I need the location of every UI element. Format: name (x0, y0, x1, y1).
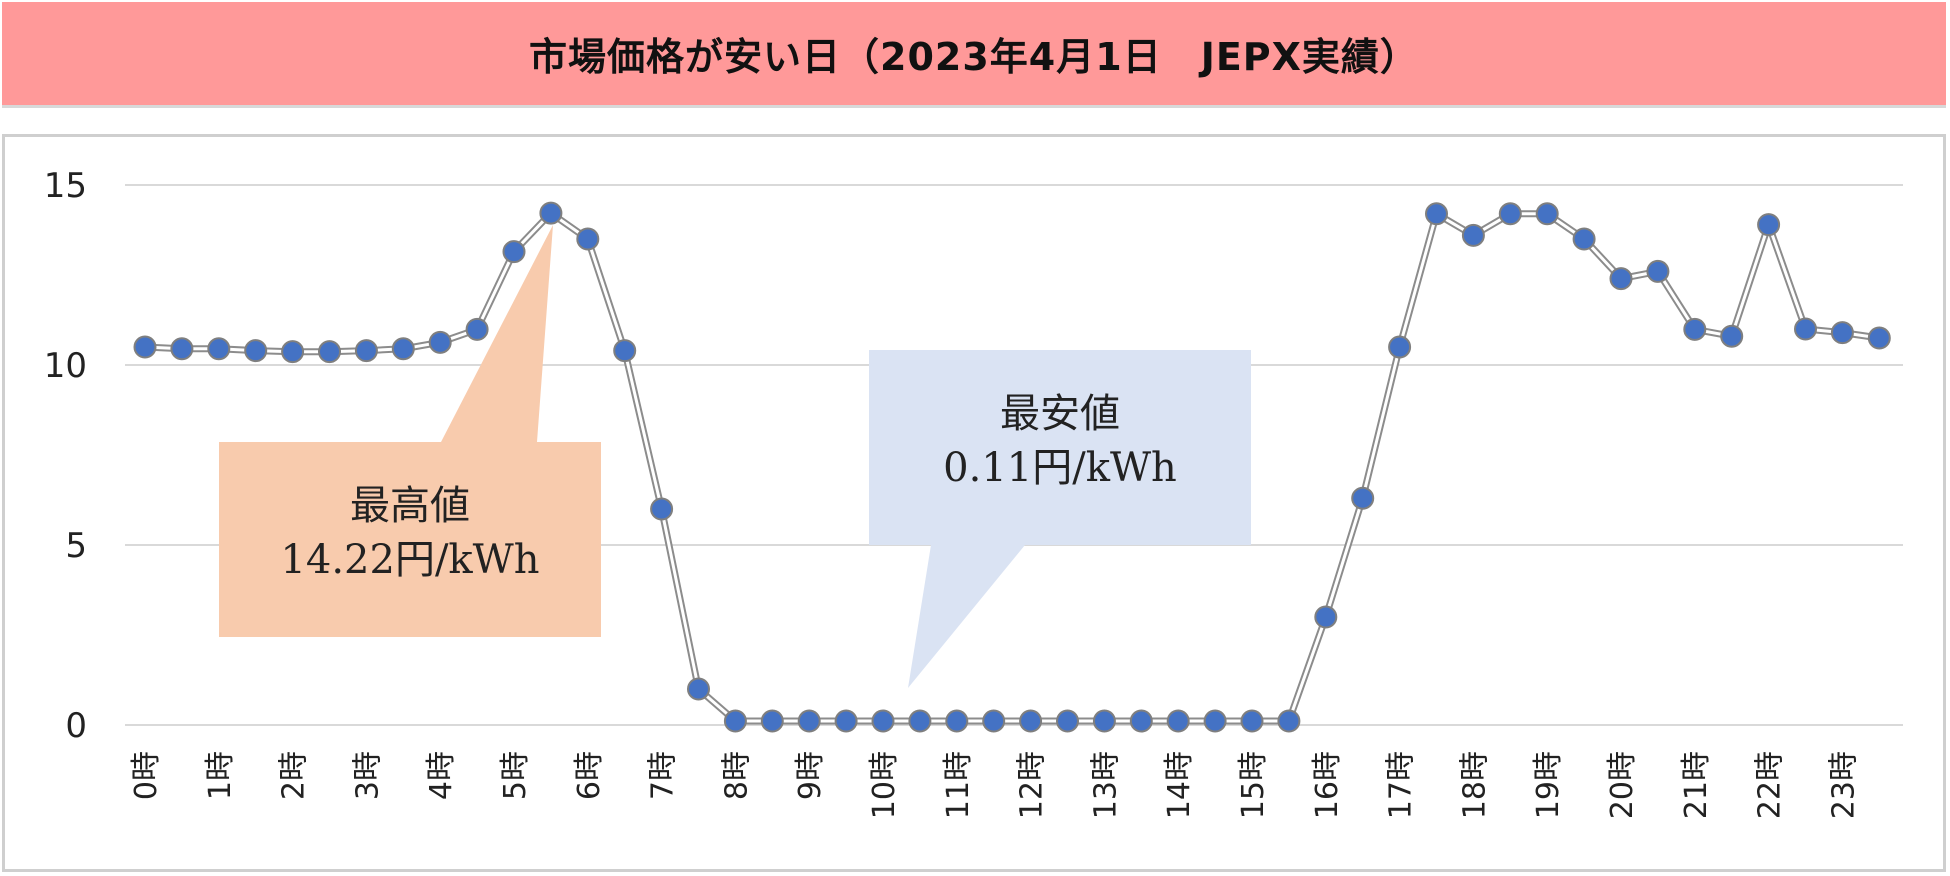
x-tick-label: 8時 (719, 751, 754, 800)
callouts: 最高値 14.22円/kWh 最安値 0.11円/kWh (219, 225, 1251, 688)
data-point (281, 340, 305, 364)
data-point (1166, 709, 1190, 733)
data-point (1092, 709, 1116, 733)
x-tick-label: 10時 (867, 751, 902, 819)
data-point (613, 339, 637, 363)
data-point (465, 317, 489, 341)
data-point (650, 497, 674, 521)
min-callout-box (869, 350, 1251, 688)
data-point (133, 335, 157, 359)
x-tick-label: 7時 (646, 751, 681, 800)
x-tick-label: 20時 (1605, 751, 1640, 819)
data-point (1240, 709, 1264, 733)
x-tick-label: 21時 (1679, 751, 1714, 819)
data-point (1757, 213, 1781, 237)
x-tick-label: 2時 (277, 751, 312, 800)
x-tick-label: 17時 (1384, 751, 1419, 819)
data-point (1683, 317, 1707, 341)
max-callout-value: 14.22円/kWh (280, 537, 539, 583)
max-callout-box (219, 225, 601, 637)
data-point (1277, 709, 1301, 733)
data-point (1572, 227, 1596, 251)
data-point (797, 709, 821, 733)
data-point (207, 337, 231, 361)
data-point (1314, 605, 1338, 629)
data-point (982, 709, 1006, 733)
x-tick-label: 9時 (793, 751, 828, 800)
data-point (1019, 709, 1043, 733)
data-point (945, 709, 969, 733)
y-tick-label: 5 (65, 526, 87, 566)
data-point (170, 337, 194, 361)
y-tick-label: 10 (44, 346, 87, 386)
data-point (723, 709, 747, 733)
x-tick-label: 4時 (424, 751, 459, 800)
data-point (428, 330, 452, 354)
x-tick-label: 16時 (1310, 751, 1345, 819)
x-tick-label: 12時 (1015, 751, 1050, 819)
x-tick-label: 11時 (941, 751, 976, 819)
x-tick-label: 22時 (1753, 751, 1788, 819)
x-tick-label: 1時 (203, 751, 238, 800)
data-point (318, 340, 341, 364)
data-point (871, 709, 895, 733)
data-point (1129, 709, 1153, 733)
max-callout-title: 最高値 (350, 483, 470, 529)
data-point (1535, 202, 1559, 226)
data-point (1351, 486, 1375, 510)
data-point (1720, 324, 1744, 348)
x-tick-label: 6時 (572, 751, 607, 800)
min-callout-value: 0.11円/kWh (943, 445, 1177, 491)
data-point (1425, 202, 1448, 226)
data-point (244, 339, 268, 363)
min-callout-title: 最安値 (1000, 391, 1120, 437)
x-tick-label: 23時 (1826, 751, 1861, 819)
line-chart: 0 5 10 15 0時 1時 2時 3時 4時 5時 6時 7時 8時 9時 10時 11時 12時 13時 1… (44, 166, 1903, 819)
page-title: 市場価格が安い日（2023年4月1日 JEPX実績） (529, 35, 1419, 79)
data-point (354, 339, 378, 363)
data-point (687, 677, 710, 701)
chart-frame: 0 5 10 15 0時 1時 2時 3時 4時 5時 6時 7時 8時 9時 10時 11時 12時 13時 1… (2, 134, 1946, 872)
y-tick-label: 15 (44, 166, 87, 206)
y-tick-label: 0 (65, 706, 87, 746)
data-point (1461, 223, 1485, 247)
data-point (1056, 709, 1079, 733)
x-tick-label: 18時 (1457, 751, 1492, 819)
x-tick-label: 15時 (1236, 751, 1271, 819)
data-point (1498, 202, 1522, 226)
x-tick-label: 13時 (1088, 751, 1123, 819)
data-point (1830, 321, 1854, 345)
x-tick-label: 0時 (129, 751, 164, 800)
data-point (1867, 326, 1891, 350)
title-bar: 市場価格が安い日（2023年4月1日 JEPX実績） (2, 2, 1946, 108)
data-point (760, 709, 784, 733)
x-tick-label: 19時 (1531, 751, 1566, 819)
series-layer (133, 201, 1891, 733)
data-point (539, 201, 563, 225)
x-tick-label: 3時 (350, 751, 385, 800)
data-point (1646, 259, 1670, 283)
data-point (1388, 335, 1412, 359)
x-tick-label: 5時 (498, 751, 533, 800)
x-tick-label: 14時 (1162, 751, 1197, 819)
data-point (1794, 317, 1817, 341)
data-point (834, 709, 858, 733)
y-axis-ticks: 0 5 10 15 (44, 166, 87, 746)
data-point (502, 240, 526, 264)
data-point (1203, 709, 1227, 733)
data-point (908, 709, 932, 733)
data-point (576, 227, 600, 251)
data-point (391, 337, 415, 361)
x-axis-ticks: 0時 1時 2時 3時 4時 5時 6時 7時 8時 9時 10時 11時 12時 13時 14時 15時 16… (129, 751, 1861, 819)
data-point (1609, 267, 1633, 291)
